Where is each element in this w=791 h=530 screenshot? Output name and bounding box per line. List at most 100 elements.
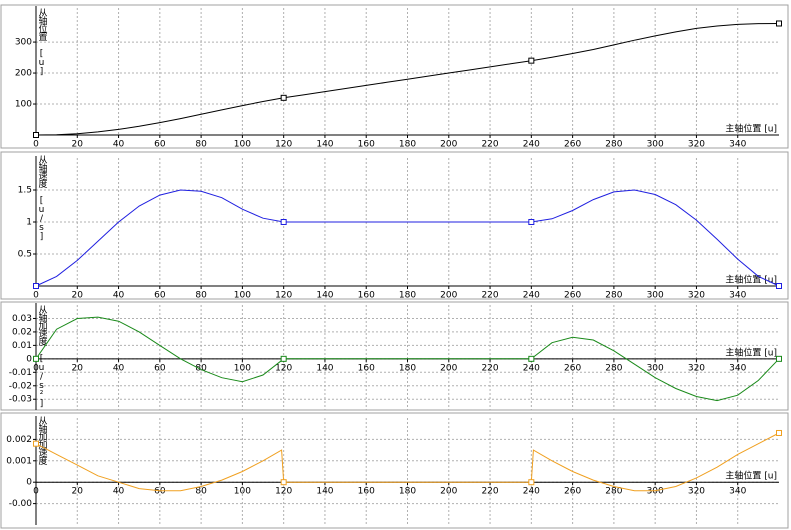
x-tick-label: 160 <box>358 291 375 301</box>
curve-point <box>33 283 39 289</box>
curve-point <box>280 219 287 225</box>
x-tick-label: 120 <box>275 140 292 150</box>
x-tick-label: 160 <box>358 140 375 150</box>
curve-point <box>280 479 287 486</box>
x-tick-label: 320 <box>688 363 705 373</box>
x-tick-label: 320 <box>688 291 705 301</box>
x-tick-label: 340 <box>729 140 746 150</box>
x-tick-label: 60 <box>154 291 166 301</box>
panel-frame <box>0 151 789 300</box>
chart-panel: 0 20 40 60 80 100 120 140 160 180 200 220 240 260 280 3… <box>0 412 789 529</box>
y-tick-label: 0.5 <box>18 250 32 260</box>
curve-point <box>776 429 782 436</box>
panel-frame <box>0 301 789 411</box>
x-tick-label: 220 <box>481 291 498 301</box>
x-tick-label: 20 <box>72 140 84 150</box>
x-tick-label: 40 <box>113 140 125 150</box>
chart-panel: 0 20 40 60 80 100 120 140 160 180 200 220 240 260 280 3… <box>0 151 789 301</box>
y-axis-label: 从轴加加速度 <box>37 416 48 466</box>
x-tick-label: 20 <box>72 363 84 373</box>
x-tick-label: 60 <box>154 140 166 150</box>
x-axis-label: 主轴位置 [u] <box>725 274 777 286</box>
x-tick-label: 0 <box>33 291 39 301</box>
x-tick-label: 320 <box>688 140 705 150</box>
x-tick-label: 140 <box>316 487 333 497</box>
curve-point <box>528 57 535 64</box>
y-tick-label: 1.5 <box>18 186 32 196</box>
x-tick-label: 300 <box>647 140 664 150</box>
x-tick-label: 120 <box>275 363 292 373</box>
curve-point <box>528 355 535 362</box>
x-tick-label: 20 <box>72 487 84 497</box>
y-tick-label: 0.002 <box>6 435 32 445</box>
curve <box>35 189 780 287</box>
x-tick-label: 340 <box>729 363 746 373</box>
y-tick-label: 0.01 <box>12 341 32 351</box>
y-axis-label: 从轴速度 [u/s] <box>37 155 48 241</box>
x-tick-label: 100 <box>234 487 251 497</box>
x-tick-label: 200 <box>440 140 457 150</box>
x-tick-label: 220 <box>481 363 498 373</box>
x-tick-label: 260 <box>564 487 581 497</box>
y-tick-label: 0.001 <box>6 456 32 466</box>
x-tick-label: 340 <box>729 487 746 497</box>
x-tick-label: 160 <box>358 363 375 373</box>
x-tick-label: 260 <box>564 291 581 301</box>
y-tick-label: 200 <box>15 69 32 79</box>
y-tick-label: -0.00 <box>9 499 33 509</box>
x-tick-label: 40 <box>113 363 125 373</box>
curve-point <box>280 355 287 362</box>
y-tick-label: 0 <box>26 478 32 488</box>
curve <box>35 432 780 492</box>
y-tick-label: -0.02 <box>9 381 32 391</box>
x-tick-label: 280 <box>605 363 622 373</box>
x-axis-label: 主轴位置 [u] <box>725 470 777 482</box>
y-tick-label: 300 <box>15 38 32 48</box>
x-tick-label: 0 <box>33 140 39 150</box>
x-tick-label: 300 <box>647 487 664 497</box>
x-tick-label: 20 <box>72 291 84 301</box>
y-tick-label: 0.03 <box>12 314 32 324</box>
y-axis-label: 从轴位置 [u] <box>37 8 48 76</box>
panel-frame <box>0 4 789 149</box>
x-tick-label: 40 <box>113 487 125 497</box>
x-tick-label: 100 <box>234 363 251 373</box>
x-tick-label: 200 <box>440 363 457 373</box>
y-tick-label: 0.02 <box>12 327 32 337</box>
x-tick-label: 180 <box>399 291 416 301</box>
curve-point <box>33 355 39 362</box>
y-tick-label: -0.03 <box>9 395 32 405</box>
x-tick-label: 200 <box>440 487 457 497</box>
x-tick-label: 180 <box>399 487 416 497</box>
x-tick-label: 180 <box>399 363 416 373</box>
x-tick-label: 60 <box>154 487 166 497</box>
y-tick-label: 1 <box>26 218 32 228</box>
x-tick-label: 220 <box>481 487 498 497</box>
chart-panel: 0 20 40 60 80 100 120 140 160 180 200 220 240 260 280 3… <box>0 301 789 411</box>
x-tick-label: 100 <box>234 291 251 301</box>
x-tick-label: 280 <box>605 487 622 497</box>
panel-frame <box>0 412 789 529</box>
curve <box>35 23 780 136</box>
y-tick-label: -0.01 <box>9 368 32 378</box>
x-tick-label: 160 <box>358 487 375 497</box>
x-tick-label: 80 <box>195 363 207 373</box>
y-axis-label: 从轴加速度 [u/s²] <box>37 305 48 408</box>
x-tick-label: 300 <box>647 363 664 373</box>
y-tick-label: 100 <box>15 100 32 110</box>
y-tick-label: 0 <box>26 354 32 364</box>
x-tick-label: 320 <box>688 487 705 497</box>
x-axis-label: 主轴位置 [u] <box>725 123 777 135</box>
chart-panel: 0 20 40 60 80 100 120 140 160 180 200 220 240 260 280 3… <box>0 4 789 150</box>
x-tick-label: 340 <box>729 291 746 301</box>
x-tick-label: 240 <box>523 363 540 373</box>
curve <box>35 316 780 402</box>
x-tick-label: 80 <box>195 291 207 301</box>
x-tick-label: 260 <box>564 140 581 150</box>
curve-point <box>33 440 39 447</box>
x-tick-label: 220 <box>481 140 498 150</box>
x-tick-label: 80 <box>195 140 207 150</box>
x-tick-label: 280 <box>605 140 622 150</box>
